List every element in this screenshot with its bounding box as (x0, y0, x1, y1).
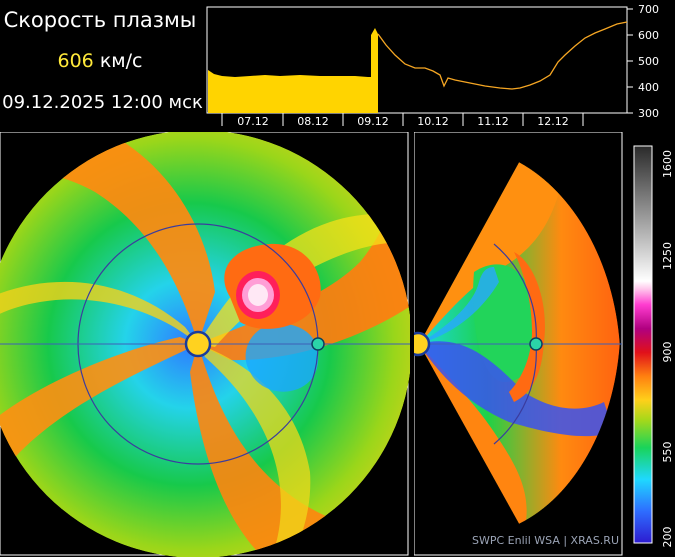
sun-marker (414, 331, 431, 357)
speed-timeseries-chart: 700 600 500 400 300 07.12 08.12 09.12 10… (206, 3, 659, 128)
x-tick-label: 07.12 (237, 115, 269, 128)
colorbar-gradient (633, 145, 653, 544)
page-title: Скорость плазмы (3, 8, 197, 32)
forecast-datetime: 09.12.2025 12:00 мск (2, 92, 203, 113)
x-axis: 07.12 08.12 09.12 10.12 11.12 12.12 (221, 113, 584, 128)
forecast-speed-line (377, 21, 628, 90)
speed-value: 606 (57, 50, 94, 72)
sun-marker (184, 330, 212, 358)
colorbar-tick-label: 900 (661, 342, 674, 363)
colorbar-tick-label: 1600 (661, 150, 674, 178)
x-tick-label: 10.12 (417, 115, 449, 128)
y-axis: 700 600 500 400 300 (627, 3, 659, 120)
y-tick-label: 600 (638, 29, 659, 42)
x-tick-label: 09.12 (357, 115, 389, 128)
y-tick-label: 300 (638, 107, 659, 120)
ecliptic-plane-view (0, 132, 410, 557)
speed-colorbar: 1600 1250 900 550 200 (633, 145, 674, 548)
credit-text: SWPC Enlil WSA | XRAS.RU (472, 534, 619, 547)
earth-marker (529, 337, 543, 351)
y-tick-label: 500 (638, 55, 659, 68)
y-tick-label: 700 (638, 3, 659, 16)
colorbar-tick-label: 200 (661, 527, 674, 548)
colorbar-tick-label: 550 (661, 442, 674, 463)
timeseries-observed (208, 28, 378, 113)
speed-readout: 606 км/с (0, 50, 200, 72)
y-tick-label: 400 (638, 81, 659, 94)
x-tick-label: 12.12 (537, 115, 569, 128)
x-tick-label: 11.12 (477, 115, 509, 128)
observed-speed-area (208, 28, 378, 113)
earth-marker (311, 337, 325, 351)
x-tick-label: 08.12 (297, 115, 329, 128)
speed-unit: км/с (99, 50, 143, 72)
colorbar-tick-label: 1250 (661, 242, 674, 270)
meridional-plane-view (414, 132, 623, 556)
